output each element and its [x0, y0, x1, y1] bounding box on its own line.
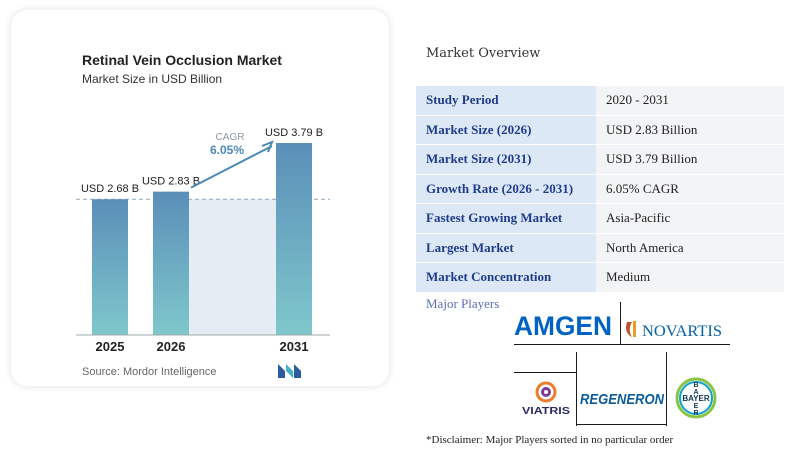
data-label-2031: USD 3.79 B — [265, 127, 323, 139]
novartis-flame-icon — [626, 322, 632, 337]
cagr-arrow — [190, 145, 273, 189]
row-value: USD 3.79 Billion — [596, 144, 784, 175]
viatris-logo: VIATRIS — [522, 381, 570, 417]
cagr-value: 6.05% — [210, 143, 244, 157]
row-key: Fastest Growing Market — [416, 203, 596, 234]
regeneron-wordmark: REGENERON — [580, 391, 665, 408]
category-label-2025: 2025 — [96, 339, 125, 354]
cagr-label: CAGR — [216, 132, 245, 143]
logo-divider — [666, 352, 667, 426]
row-value: Medium — [596, 262, 784, 293]
novartis-logo: NOVARTIS — [626, 321, 722, 340]
chart-subtitle: Market Size in USD Billion — [82, 72, 223, 86]
logo-divider — [576, 424, 666, 425]
category-label-2031: 2031 — [280, 339, 309, 354]
amgen-wordmark: AMGEN — [514, 311, 612, 340]
chart-title: Retinal Vein Occlusion Market — [82, 52, 282, 68]
row-key: Growth Rate (2026 - 2031) — [416, 174, 596, 204]
overview-table: Study Period 2020 - 2031 Market Size (202… — [416, 86, 784, 293]
logo-divider — [620, 302, 621, 344]
source-note: Source: Mordor Intelligence — [82, 366, 217, 378]
logo-divider — [514, 344, 730, 345]
growth-shade — [189, 199, 276, 335]
row-key: Market Size (2031) — [416, 144, 596, 175]
overview-row: Growth Rate (2026 - 2031) 6.05% CAGR — [416, 174, 784, 204]
logo-divider — [576, 352, 577, 426]
bayer-letter: E — [694, 403, 699, 410]
bayer-letter: A — [693, 389, 698, 396]
overview-row: Market Size (2031) USD 3.79 Billion — [416, 144, 784, 175]
row-key: Market Size (2026) — [416, 115, 596, 145]
amgen-logo: AMGEN — [514, 311, 612, 340]
viatris-wordmark: VIATRIS — [522, 406, 570, 417]
overview-row: Largest Market North America — [416, 233, 784, 263]
bayer-wordmark: BAYER — [682, 394, 709, 403]
mordor-intelligence-logo — [278, 364, 301, 378]
disclaimer: *Disclaimer: Major Players sorted in no … — [426, 434, 674, 446]
row-key: Largest Market — [416, 233, 596, 263]
category-label-2026: 2026 — [157, 339, 186, 354]
row-value: 6.05% CAGR — [596, 174, 784, 204]
data-label-2025: USD 2.68 B — [81, 183, 139, 195]
row-value: 2020 - 2031 — [596, 86, 784, 116]
row-value: North America — [596, 233, 784, 263]
bayer-cross-icon — [675, 377, 717, 419]
overview-row: Market Concentration Medium — [416, 262, 784, 293]
bar-chart: USD 2.68 B 2025 USD 2.83 B 2026 USD 3.79 B 20… — [76, 127, 330, 354]
cagr-arrowhead — [261, 140, 274, 153]
overview-row: Study Period 2020 - 2031 — [416, 86, 784, 116]
row-key: Market Concentration — [416, 262, 596, 293]
overview-title: Market Overview — [426, 46, 541, 61]
logo-divider — [514, 372, 576, 373]
overview-row: Market Size (2026) USD 2.83 Billion — [416, 115, 784, 145]
row-key: Study Period — [416, 86, 596, 116]
data-label-2026: USD 2.83 B — [142, 176, 200, 188]
bayer-letter: R — [693, 410, 698, 417]
regeneron-logo: REGENERON — [580, 391, 665, 408]
bar-2025 — [92, 199, 128, 335]
novartis-wordmark: NOVARTIS — [642, 323, 722, 340]
row-value: USD 2.83 Billion — [596, 115, 784, 145]
bar-2026 — [153, 191, 189, 335]
viatris-mark-icon — [535, 381, 557, 403]
major-players-title: Major Players — [426, 296, 500, 311]
bayer-letter: B — [693, 382, 698, 389]
overview-row: Fastest Growing Market Asia-Pacific — [416, 203, 784, 234]
row-value: Asia-Pacific — [596, 203, 784, 234]
bar-2031 — [276, 143, 312, 335]
